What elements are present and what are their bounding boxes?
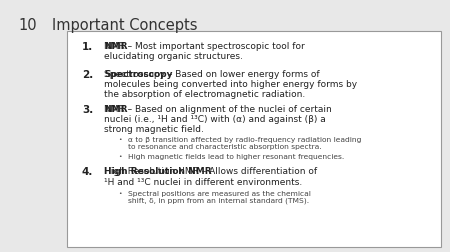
Text: NMR – Based on alignment of the nuclei of certain
nuclei (i.e., ¹H and ¹³C) with: NMR – Based on alignment of the nuclei o… [104,104,332,134]
Text: High Resolution NMR: High Resolution NMR [104,167,212,175]
Text: High Resolution NMR – Allows differentiation of
¹H and ¹³C nuclei in different e: High Resolution NMR – Allows differentia… [104,167,317,186]
Text: Spectral positions are measured as the chemical
shift, δ, in ppm from an interna: Spectral positions are measured as the c… [128,190,311,203]
Text: •: • [118,136,122,141]
Text: Spectroscopy: Spectroscopy [104,69,172,78]
Text: High magnetic fields lead to higher resonant frequencies.: High magnetic fields lead to higher reso… [128,153,344,159]
Text: α to β transition affected by radio-frequency radiation leading
to resonance and: α to β transition affected by radio-freq… [128,136,361,149]
Text: 1.: 1. [82,42,93,52]
Text: 10: 10 [18,18,36,33]
Text: Spectroscopy – Based on lower energy forms of
molecules being converted into hig: Spectroscopy – Based on lower energy for… [104,69,357,99]
FancyBboxPatch shape [67,32,441,247]
Text: NMR – Most important spectroscopic tool for
elucidating organic structures.: NMR – Most important spectroscopic tool … [104,42,305,61]
Text: 4.: 4. [82,167,94,176]
Text: NMR: NMR [104,42,127,51]
Text: 2.: 2. [82,69,93,79]
Text: •: • [118,190,122,195]
Text: Important Concepts: Important Concepts [52,18,198,33]
Text: NMR: NMR [104,104,127,113]
Text: •: • [118,153,122,158]
Text: 3.: 3. [82,104,93,114]
